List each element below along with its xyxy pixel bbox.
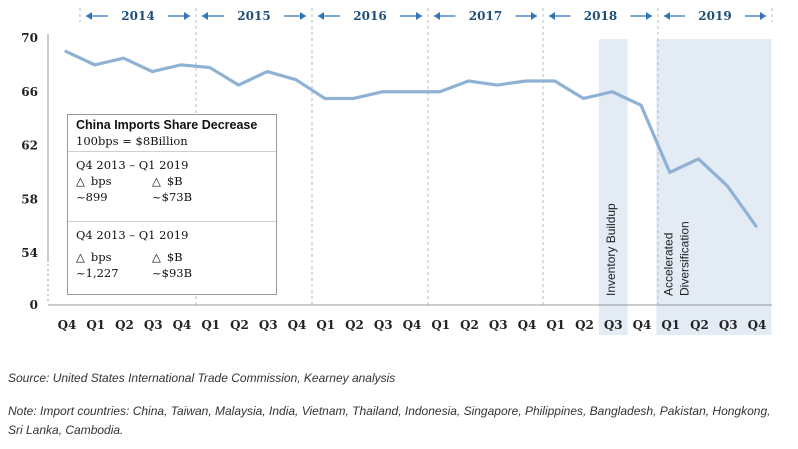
y-tick-label: 0 — [30, 298, 38, 312]
x-tick-label: Q2 — [690, 318, 709, 332]
delta-icon: △ — [152, 250, 161, 264]
x-tick-label: Q4 — [173, 318, 192, 332]
usd-label: $B — [166, 174, 183, 188]
x-tick-label: Q2 — [230, 318, 249, 332]
period-label: Q4 2013 – Q1 2019 — [76, 228, 189, 242]
band-label: Diversification — [677, 221, 691, 296]
year-label: 2018 — [584, 9, 617, 23]
info-box: China Imports Share Decrease 100bps = $8… — [67, 114, 277, 295]
bps-value: ~1,227 — [76, 266, 119, 280]
arrow-left-icon — [549, 12, 555, 20]
value-row: ~899 ~$73B — [76, 189, 268, 205]
x-tick-label: Q3 — [144, 318, 163, 332]
highlight-bands — [598, 39, 772, 335]
arrow-right-icon — [300, 12, 306, 20]
usd-label: $B — [166, 250, 183, 264]
band-label: Accelerated — [661, 233, 675, 296]
highlight-band — [656, 39, 772, 335]
arrow-left-icon — [202, 12, 208, 20]
x-tick-label: Q1 — [86, 318, 105, 332]
year-label: 2015 — [237, 9, 270, 23]
band-labels: Inventory Buildup Accelerated Diversificat… — [604, 203, 692, 296]
x-tick-label: Q2 — [460, 318, 479, 332]
x-tick-label: Q4 — [518, 318, 537, 332]
x-tick-label: Q1 — [316, 318, 335, 332]
series-line — [64, 49, 758, 228]
bps-label: bps — [90, 250, 112, 264]
y-axis: 0 54 58 62 66 70 — [21, 31, 772, 312]
highlight-band — [598, 39, 628, 335]
x-tick-label: Q1 — [546, 318, 565, 332]
period-label: Q4 2013 – Q1 2019 — [76, 158, 189, 172]
x-tick-label: Q1 — [201, 318, 220, 332]
bps-value: ~899 — [76, 190, 108, 204]
delta-icon: △ — [152, 174, 161, 188]
x-tick-label: Q4 — [748, 318, 767, 332]
arrow-left-icon — [86, 12, 92, 20]
x-tick-label: Q2 — [345, 318, 364, 332]
x-tick-label: Q4 — [633, 318, 652, 332]
year-label: 2019 — [698, 9, 731, 23]
x-tick-label: Q3 — [719, 318, 738, 332]
usd-value: ~$73B — [152, 190, 193, 204]
x-tick-label: Q1 — [661, 318, 680, 332]
arrow-right-icon — [531, 12, 537, 20]
info-box-subtitle: 100bps = $8Billion — [76, 134, 188, 148]
usd-value: ~$93B — [152, 266, 193, 280]
info-box-title: China Imports Share Decrease — [76, 118, 258, 132]
y-tick-label: 58 — [21, 192, 38, 206]
delta-row: △ bps △ $B — [76, 249, 268, 265]
footnote: Note: Import countries: China, Taiwan, M… — [8, 404, 771, 437]
delta-icon: △ — [76, 174, 85, 188]
delta-row: △ bps △ $B — [76, 173, 268, 189]
x-tick-label: Q4 — [288, 318, 307, 332]
year-dividers — [79, 8, 773, 305]
arrow-right-icon — [646, 12, 652, 20]
year-label: 2014 — [121, 9, 154, 23]
x-tick-label: Q3 — [604, 318, 623, 332]
value-row: ~1,227 ~$93B — [76, 265, 268, 281]
y-tick-label: 66 — [21, 85, 38, 99]
info-box-section-2: Q4 2013 – Q1 2019 △ bps △ $B ~1,227 ~$93B — [68, 222, 276, 283]
arrow-left-icon — [318, 12, 324, 20]
arrow-right-icon — [184, 12, 190, 20]
source-note: Source: United States International Trad… — [8, 371, 396, 385]
arrow-right-icon — [760, 12, 766, 20]
band-label: Inventory Buildup — [604, 203, 618, 296]
info-box-header: China Imports Share Decrease 100bps = $8… — [68, 115, 276, 152]
arrow-right-icon — [416, 12, 422, 20]
x-tick-label: Q1 — [431, 318, 450, 332]
x-tick-label: Q3 — [259, 318, 278, 332]
x-tick-label: Q3 — [374, 318, 393, 332]
x-axis-ticks: Q4 Q1 Q2 Q3 Q4 Q1 Q2 Q3 Q4 Q1 Q2 Q3 Q4 Q1 Q2 Q3 Q4 Q1 Q2 Q3… — [58, 318, 767, 332]
bps-label: bps — [90, 174, 112, 188]
x-tick-label: Q2 — [115, 318, 134, 332]
x-tick-label: Q2 — [575, 318, 594, 332]
x-tick-label: Q3 — [489, 318, 508, 332]
year-label: 2017 — [469, 9, 502, 23]
y-tick-label: 62 — [21, 139, 38, 153]
y-tick-label: 54 — [21, 246, 38, 260]
arrow-left-icon — [664, 12, 670, 20]
info-box-section-1: Q4 2013 – Q1 2019 △ bps △ $B ~899 ~$73B — [68, 152, 276, 222]
y-tick-label: 70 — [21, 31, 38, 45]
year-label: 2016 — [353, 9, 386, 23]
year-header: 2014 2015 2016 2017 2018 2019 — [86, 9, 766, 23]
x-tick-label: Q4 — [403, 318, 422, 332]
delta-icon: △ — [76, 250, 85, 264]
arrow-left-icon — [434, 12, 440, 20]
x-tick-label: Q4 — [58, 318, 77, 332]
